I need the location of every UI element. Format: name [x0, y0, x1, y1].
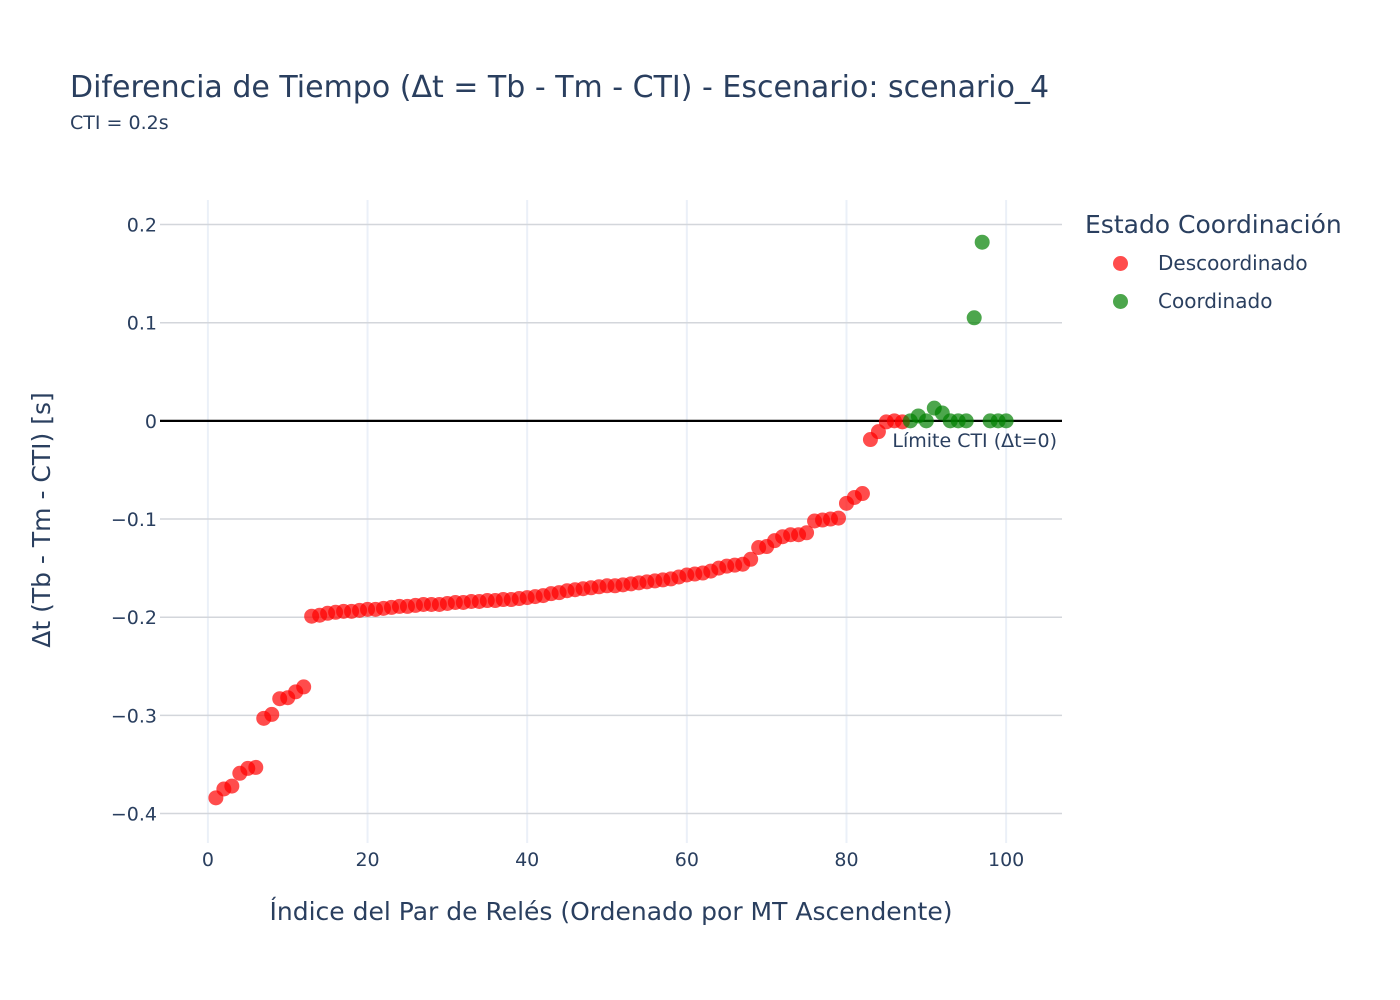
- legend: Estado Coordinación Descoordinado Coordi…: [1085, 210, 1342, 315]
- legend-marker-coordinado: [1113, 293, 1128, 309]
- data-point-descoordinado: [830, 510, 846, 526]
- data-point-coordinado: [998, 413, 1014, 429]
- grid-layer: [160, 200, 1062, 843]
- y-tick-label: −0.2: [111, 607, 157, 629]
- legend-marker-descoordinado: [1113, 255, 1128, 271]
- y-tick-label: 0.2: [127, 215, 157, 237]
- data-point-descoordinado: [854, 486, 870, 502]
- data-point-descoordinado: [248, 759, 264, 775]
- y-tick-label: −0.3: [111, 705, 157, 727]
- y-axis-title: Δt (Tb - Tm - CTI) [s]: [27, 392, 56, 648]
- data-point-coordinado: [974, 234, 990, 250]
- data-point-descoordinado: [264, 706, 280, 722]
- cti-limit-annotation: Límite CTI (Δt=0): [892, 430, 1057, 452]
- x-tick-label: 40: [515, 849, 539, 871]
- x-tick-label: 20: [355, 849, 379, 871]
- x-tick-label: 80: [834, 849, 858, 871]
- legend-item-descoordinado[interactable]: Descoordinado: [1085, 249, 1342, 277]
- y-tick-label: 0.1: [127, 313, 157, 335]
- x-tick-label: 0: [202, 849, 214, 871]
- data-point-descoordinado: [296, 679, 312, 695]
- y-tick-label: −0.4: [111, 804, 157, 826]
- x-axis-title: Índice del Par de Relés (Ordenado por MT…: [270, 897, 953, 926]
- data-point-coordinado: [958, 413, 974, 429]
- legend-title: Estado Coordinación: [1085, 210, 1342, 239]
- y-tick-label: 0: [145, 411, 157, 433]
- data-point-coordinado: [966, 310, 982, 326]
- points-layer: [208, 234, 1014, 806]
- data-point-descoordinado: [743, 551, 759, 567]
- y-tick-label: −0.1: [111, 509, 157, 531]
- legend-item-coordinado[interactable]: Coordinado: [1085, 287, 1342, 315]
- data-point-descoordinado: [224, 778, 240, 794]
- legend-label-descoordinado: Descoordinado: [1158, 251, 1308, 275]
- data-point-descoordinado: [799, 525, 815, 541]
- axis-labels-layer: 0 20 40 60 80 100 0.2 0.1 0 −0.1 −0.2 −0.3 −0.4: [111, 215, 1024, 871]
- legend-label-coordinado: Coordinado: [1158, 289, 1273, 313]
- x-tick-label: 100: [988, 849, 1024, 871]
- x-tick-label: 60: [675, 849, 699, 871]
- chart-title: Diferencia de Tiempo (Δt = Tb - Tm - CTI…: [70, 70, 1050, 105]
- data-point-coordinado: [918, 413, 934, 429]
- chart-subtitle: CTI = 0.2s: [70, 112, 169, 134]
